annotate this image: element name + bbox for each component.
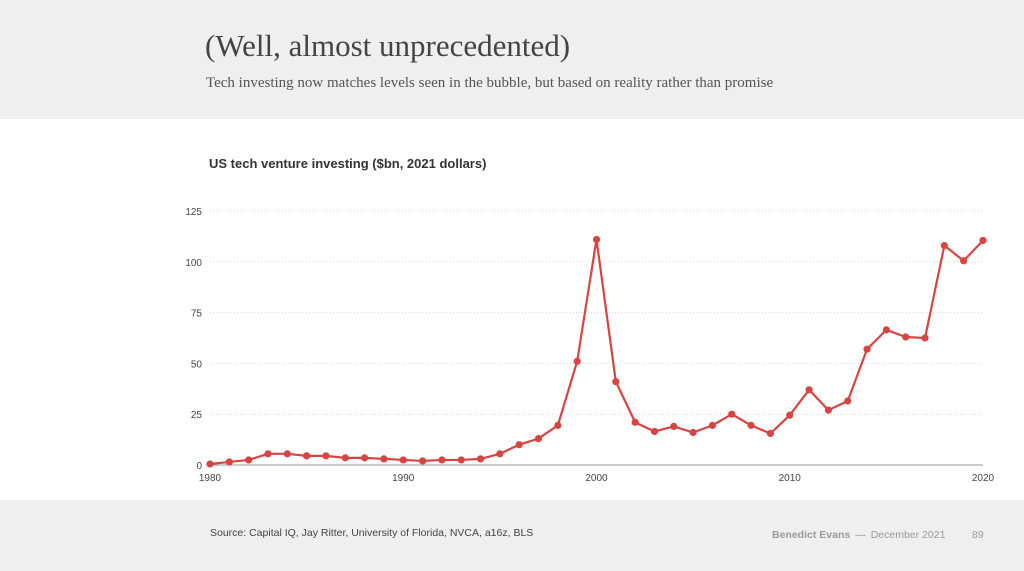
- y-tick-label: 50: [191, 359, 203, 370]
- data-point: [863, 345, 871, 353]
- data-point: [612, 378, 620, 386]
- data-point: [670, 422, 678, 430]
- data-point: [534, 434, 543, 443]
- data-point: [361, 454, 369, 462]
- byline-separator: —: [855, 529, 866, 541]
- data-point: [979, 236, 987, 245]
- data-point: [592, 235, 601, 244]
- data-point: [399, 456, 407, 464]
- data-point: [283, 450, 291, 458]
- data-point: [960, 257, 968, 265]
- y-tick-label: 75: [191, 309, 203, 320]
- x-axis-ticks: 1980 1990 2000 2010 2020: [199, 473, 995, 484]
- x-tick-label: 2020: [972, 473, 995, 484]
- y-tick-label: 125: [185, 207, 202, 218]
- data-point: [824, 406, 833, 414]
- chart-title: US tech venture investing ($bn, 2021 dol…: [209, 156, 487, 171]
- data-point: [786, 411, 794, 419]
- data-point: [245, 456, 253, 464]
- data-point: [515, 441, 523, 449]
- data-point: [689, 428, 697, 437]
- y-axis-ticks: 0 25 50 75 100 125: [185, 207, 202, 472]
- data-point: [457, 456, 465, 464]
- data-point: [476, 455, 485, 463]
- data-point: [940, 241, 948, 250]
- data-point: [554, 421, 562, 429]
- data-point: [264, 450, 272, 458]
- slide-footer: [0, 500, 1024, 571]
- data-point: [322, 452, 330, 460]
- x-tick-label: 1980: [199, 473, 222, 484]
- page-number: 89: [972, 529, 984, 541]
- data-point: [380, 455, 388, 463]
- y-tick-label: 25: [191, 410, 203, 421]
- data-point: [902, 333, 910, 341]
- data-point: [573, 357, 581, 365]
- data-point: [805, 386, 813, 394]
- data-point: [418, 457, 427, 465]
- data-point: [921, 334, 929, 342]
- data-point: [341, 454, 349, 462]
- x-tick-label: 2010: [779, 473, 802, 484]
- data-point: [728, 410, 736, 418]
- data-point: [766, 429, 775, 438]
- gridlines: [210, 210, 983, 466]
- byline: Benedict Evans — December 2021: [772, 529, 945, 541]
- slide-subtitle: Tech investing now matches levels seen i…: [206, 75, 774, 91]
- author-name: Benedict Evans: [772, 529, 851, 541]
- data-point: [650, 427, 659, 436]
- slide-header: [0, 0, 1024, 119]
- x-tick-label: 1990: [392, 473, 415, 484]
- y-tick-label: 100: [185, 258, 202, 269]
- presentation-date: December 2021: [870, 529, 946, 541]
- x-tick-label: 2000: [585, 473, 608, 484]
- data-point: [206, 460, 214, 468]
- source-note: Source: Capital IQ, Jay Ritter, Universi…: [210, 527, 534, 539]
- data-point: [708, 421, 717, 429]
- data-point: [438, 456, 446, 464]
- data-point: [496, 450, 504, 458]
- data-point: [747, 421, 755, 429]
- data-point: [844, 397, 852, 405]
- slide-title: (Well, almost unprecedented): [205, 28, 571, 63]
- y-tick-label: 0: [196, 461, 202, 472]
- data-point: [631, 418, 639, 426]
- series-us-tech-venture-investing: [206, 235, 987, 468]
- data-point: [303, 452, 311, 460]
- data-point: [225, 458, 233, 466]
- data-point: [882, 326, 890, 334]
